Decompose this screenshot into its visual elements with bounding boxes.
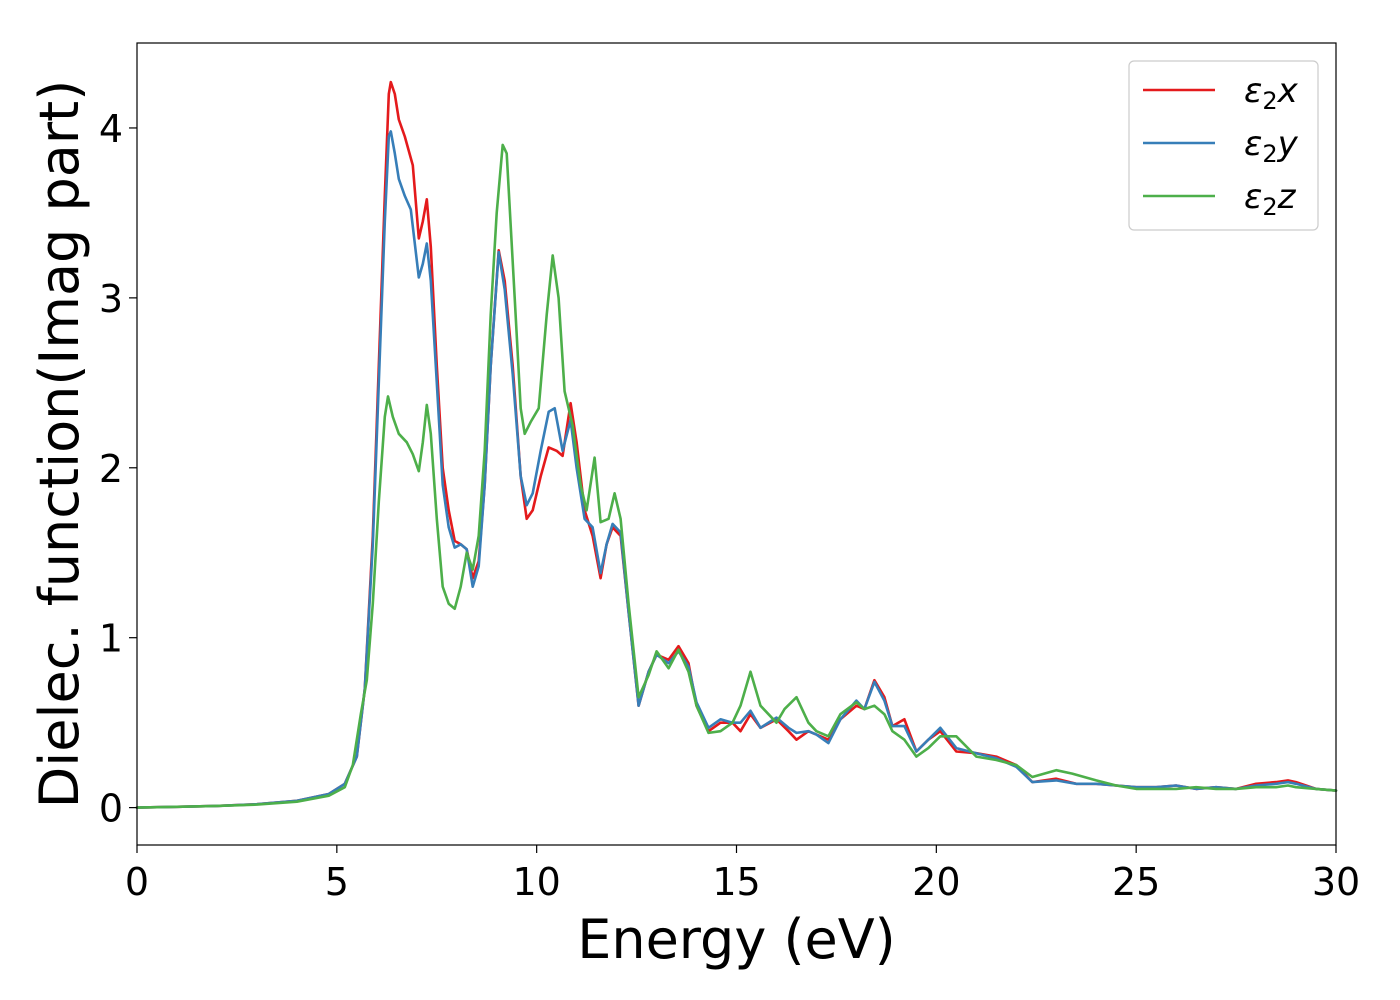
y-tick-label: 4 <box>99 107 123 151</box>
x-axis: 0 5 10 15 20 25 30 <box>125 845 1360 904</box>
y-tick-label: 1 <box>99 617 123 661</box>
legend-frame <box>1128 60 1319 231</box>
legend-label: ε2y <box>1244 124 1299 168</box>
y-tick-label: 2 <box>99 447 123 491</box>
series-line-2 <box>135 130 1338 809</box>
x-tick-label: 10 <box>512 860 560 904</box>
y-axis: 0 1 2 3 4 <box>99 107 137 831</box>
x-tick-label: 25 <box>1112 860 1160 904</box>
x-tick-label: 0 <box>125 860 149 904</box>
x-tick-label: 30 <box>1312 860 1360 904</box>
x-tick-label: 15 <box>712 860 760 904</box>
x-tick-label: 20 <box>912 860 960 904</box>
series-layer <box>135 80 1338 809</box>
y-tick-label: 3 <box>99 277 123 321</box>
y-axis-title: Dielec. function(Imag part) <box>28 80 91 809</box>
y-tick-label: 0 <box>99 787 123 831</box>
legend-label: ε2x <box>1244 71 1299 115</box>
series-line-3 <box>135 143 1338 809</box>
legend: ε2x ε2y ε2z <box>1128 60 1319 231</box>
x-axis-title: Energy (eV) <box>577 908 896 971</box>
legend-label: ε2z <box>1244 177 1297 221</box>
x-tick-label: 5 <box>325 860 349 904</box>
